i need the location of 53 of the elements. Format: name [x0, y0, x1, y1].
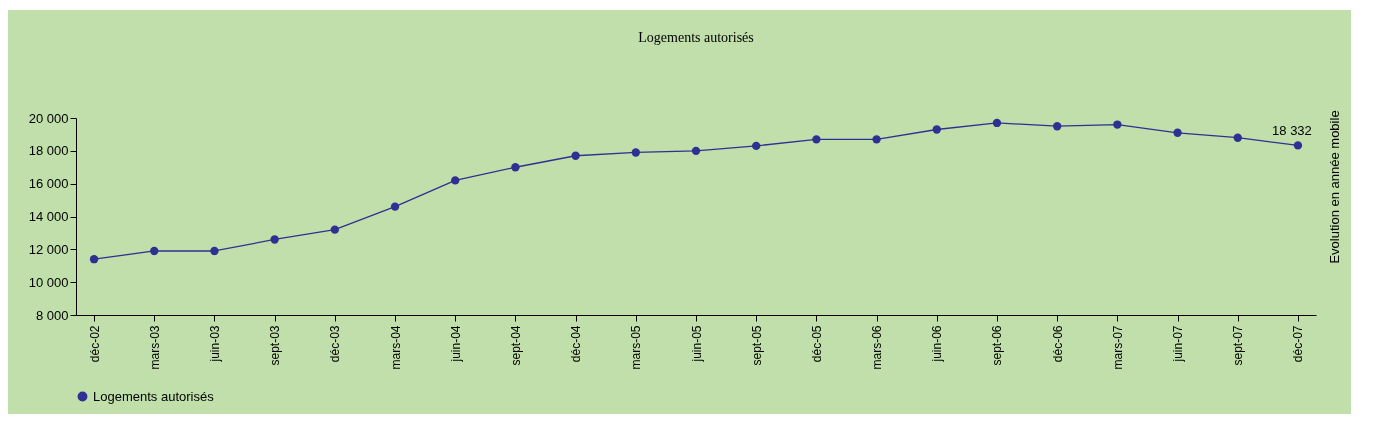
point	[1113, 120, 1122, 129]
x-tick-label: sept-04	[508, 325, 523, 366]
x-tick-label: sept-05	[749, 325, 764, 366]
x-tick-label: sept-06	[990, 325, 1005, 366]
point	[812, 135, 821, 144]
y-tick-label: 14 000	[28, 209, 69, 224]
point	[1293, 141, 1303, 150]
y-tick-label: 12 000	[28, 241, 69, 257]
point	[330, 225, 340, 234]
y-tick-label: 8 000	[35, 307, 69, 323]
point	[270, 235, 279, 244]
x-tick-label: déc-04	[569, 325, 584, 363]
point	[992, 118, 1002, 128]
point	[210, 246, 219, 256]
y-axis-title: Evolution en année mobile	[1326, 110, 1342, 264]
x-tick-label: déc-07	[1291, 325, 1306, 363]
y-tick-label: 20 000	[28, 110, 69, 126]
x-tick-label: juin-04	[448, 325, 463, 363]
x-tick-label: juin-03	[207, 325, 222, 363]
x-tick-label: déc-02	[87, 325, 102, 363]
x-tick-label: juin-05	[689, 325, 704, 363]
data-label: 18 332	[1272, 123, 1312, 139]
y-tick-label: 18 000	[28, 143, 69, 159]
point	[932, 125, 941, 134]
legend-label: Logements autorisés	[93, 388, 215, 404]
point	[691, 146, 701, 156]
x-tick-label: mars-06	[870, 325, 885, 370]
point	[150, 246, 159, 256]
point	[89, 255, 99, 264]
point	[571, 151, 580, 160]
point	[1173, 128, 1182, 137]
point	[631, 148, 640, 157]
x-tick-label: sept-07	[1231, 325, 1246, 366]
point	[752, 141, 761, 151]
point	[390, 202, 400, 211]
y-tick-label: 16 000	[28, 176, 69, 192]
x-tick-label: mars-05	[629, 325, 644, 370]
x-tick-label: juin-07	[1171, 325, 1186, 363]
x-tick-label: juin-06	[930, 325, 945, 363]
x-tick-label: sept-03	[268, 325, 283, 366]
y-tick-label: 10 000	[28, 274, 69, 290]
point	[1052, 122, 1062, 131]
point	[511, 163, 520, 172]
x-tick-label: mars-04	[388, 325, 403, 370]
chart-title: Logements autorisés	[638, 29, 754, 45]
point	[451, 176, 460, 185]
point	[872, 135, 881, 144]
point	[1233, 133, 1242, 142]
x-tick-label: déc-03	[328, 325, 343, 363]
x-tick-label: mars-03	[147, 325, 162, 370]
x-tick-label: déc-05	[809, 325, 824, 363]
x-tick-label: mars-07	[1110, 325, 1125, 370]
x-tick-label: déc-06	[1050, 325, 1065, 363]
